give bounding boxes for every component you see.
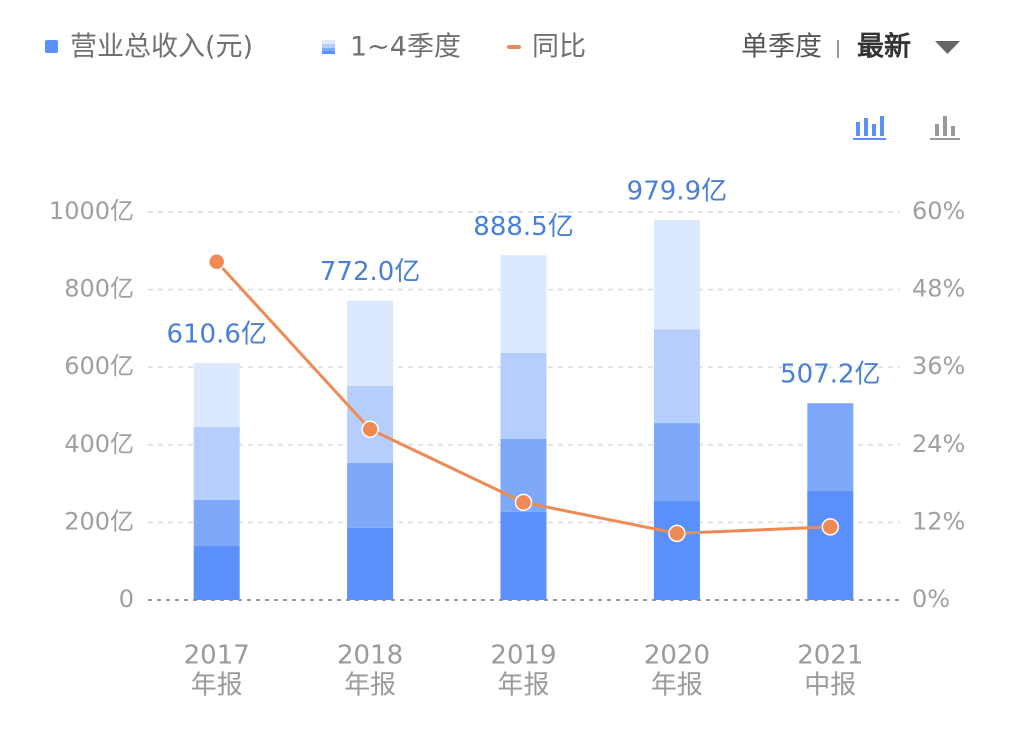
bar-segment	[500, 511, 547, 600]
y2-tick-label: 24%	[912, 430, 965, 458]
y2-tick-label: 36%	[912, 352, 965, 380]
total-label: 610.6亿	[166, 320, 266, 350]
x-tick-label: 年报	[497, 671, 549, 701]
legend-label[interactable]: 同比	[532, 32, 586, 63]
bar-segment	[347, 463, 394, 528]
mode-toggle[interactable]: 单季度	[741, 32, 822, 63]
bar-segment	[193, 363, 240, 427]
y2-tick-label: 48%	[912, 275, 965, 303]
x-tick-label: 2020	[644, 641, 710, 671]
legend-icon	[45, 40, 58, 53]
bar-segment	[807, 490, 854, 600]
y-tick-label: 0	[119, 585, 134, 613]
yoy-point	[668, 524, 686, 543]
bar-segment	[193, 546, 240, 600]
chart-type-stacked[interactable]	[853, 116, 886, 140]
bar-segment	[347, 527, 394, 600]
y-tick-label: 800亿	[64, 275, 134, 303]
x-tick-label: 2018	[337, 641, 403, 671]
yoy-point	[207, 253, 226, 271]
bar-segment	[500, 352, 547, 439]
y-tick-label: 200亿	[64, 507, 134, 535]
bar-segment	[653, 219, 700, 330]
bar-segment	[653, 423, 700, 502]
legend-label[interactable]: 1~4季度	[350, 32, 461, 63]
y-tick-label: 1000亿	[49, 197, 134, 225]
legend-icon	[322, 40, 335, 54]
bar-segment	[653, 501, 700, 600]
yoy-point	[361, 420, 379, 439]
total-label: 979.9亿	[627, 176, 727, 206]
chart-type-single[interactable]	[930, 116, 960, 140]
bar-segment	[193, 499, 240, 547]
x-tick-label: 年报	[651, 671, 703, 701]
y2-tick-label: 12%	[912, 507, 965, 535]
bar-segment	[347, 300, 394, 386]
total-label: 888.5亿	[473, 212, 573, 242]
period-select[interactable]: 最新	[857, 31, 911, 63]
legend-label[interactable]: 营业总收入(元)	[70, 32, 253, 63]
total-label: 772.0亿	[320, 257, 420, 287]
y-tick-label: 600亿	[64, 352, 134, 380]
total-label: 507.2亿	[780, 360, 880, 390]
bar-segment	[653, 329, 700, 424]
y2-tick-label: 0%	[912, 585, 950, 613]
y2-tick-label: 60%	[912, 197, 965, 225]
yoy-point	[821, 518, 840, 536]
x-tick-label: 中报	[804, 671, 856, 701]
yoy-point	[514, 493, 533, 512]
x-tick-label: 年报	[344, 671, 396, 701]
x-tick-label: 2017	[184, 641, 250, 671]
dropdown-arrow[interactable]	[935, 41, 960, 54]
bar-segment	[193, 426, 240, 500]
bar-segment	[500, 255, 547, 353]
x-tick-label: 年报	[191, 671, 243, 701]
y-tick-label: 400亿	[64, 430, 134, 458]
separator	[837, 40, 839, 58]
legend-icon	[507, 45, 521, 49]
x-tick-label: 2019	[490, 641, 556, 671]
bar-segment	[807, 403, 854, 491]
x-tick-label: 2021	[797, 641, 863, 671]
